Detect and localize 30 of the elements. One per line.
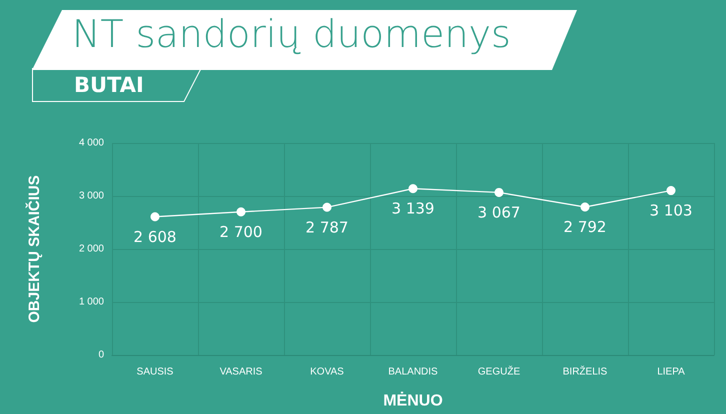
y-tick-label: 2 000 — [78, 244, 104, 254]
x-tick-label: LIEPA — [657, 366, 686, 378]
x-tick-label: VASARIS — [220, 366, 263, 378]
x-tick-label: SAUSIS — [136, 366, 174, 378]
point — [580, 202, 590, 212]
chart-subtitle: BUTAI — [74, 73, 144, 97]
data-label: 2 608 — [134, 228, 176, 246]
y-tick-label: 4 000 — [78, 138, 104, 148]
chart-title: NT sandorių duomenys — [72, 12, 511, 56]
data-label: 2 700 — [220, 222, 262, 241]
y-axis-title: OBJEKTŲ SKAIČIUS — [25, 175, 43, 323]
data-label: 3 139 — [392, 200, 434, 218]
data-label: 2 792 — [564, 218, 606, 236]
data-label: 3 103 — [650, 202, 692, 220]
x-tick-label: KOVAS — [310, 366, 344, 378]
point — [236, 207, 246, 216]
x-axis-title: MĖNUO — [383, 392, 443, 410]
data-label: 2 787 — [306, 218, 348, 236]
point — [408, 184, 418, 194]
point — [494, 188, 504, 197]
y-tick-label: 1 000 — [78, 296, 104, 308]
point — [666, 186, 676, 196]
x-tick-label: BIRŽELIS — [562, 366, 608, 378]
x-tick-label: GEGUŽE — [478, 366, 520, 378]
data-label: 3 067 — [478, 203, 520, 222]
y-tick-label: 3 000 — [78, 190, 104, 202]
y-tick-label: 0 — [98, 350, 104, 360]
point — [322, 202, 332, 212]
x-tick-label: BALANDIS — [388, 366, 438, 378]
point — [150, 212, 160, 222]
